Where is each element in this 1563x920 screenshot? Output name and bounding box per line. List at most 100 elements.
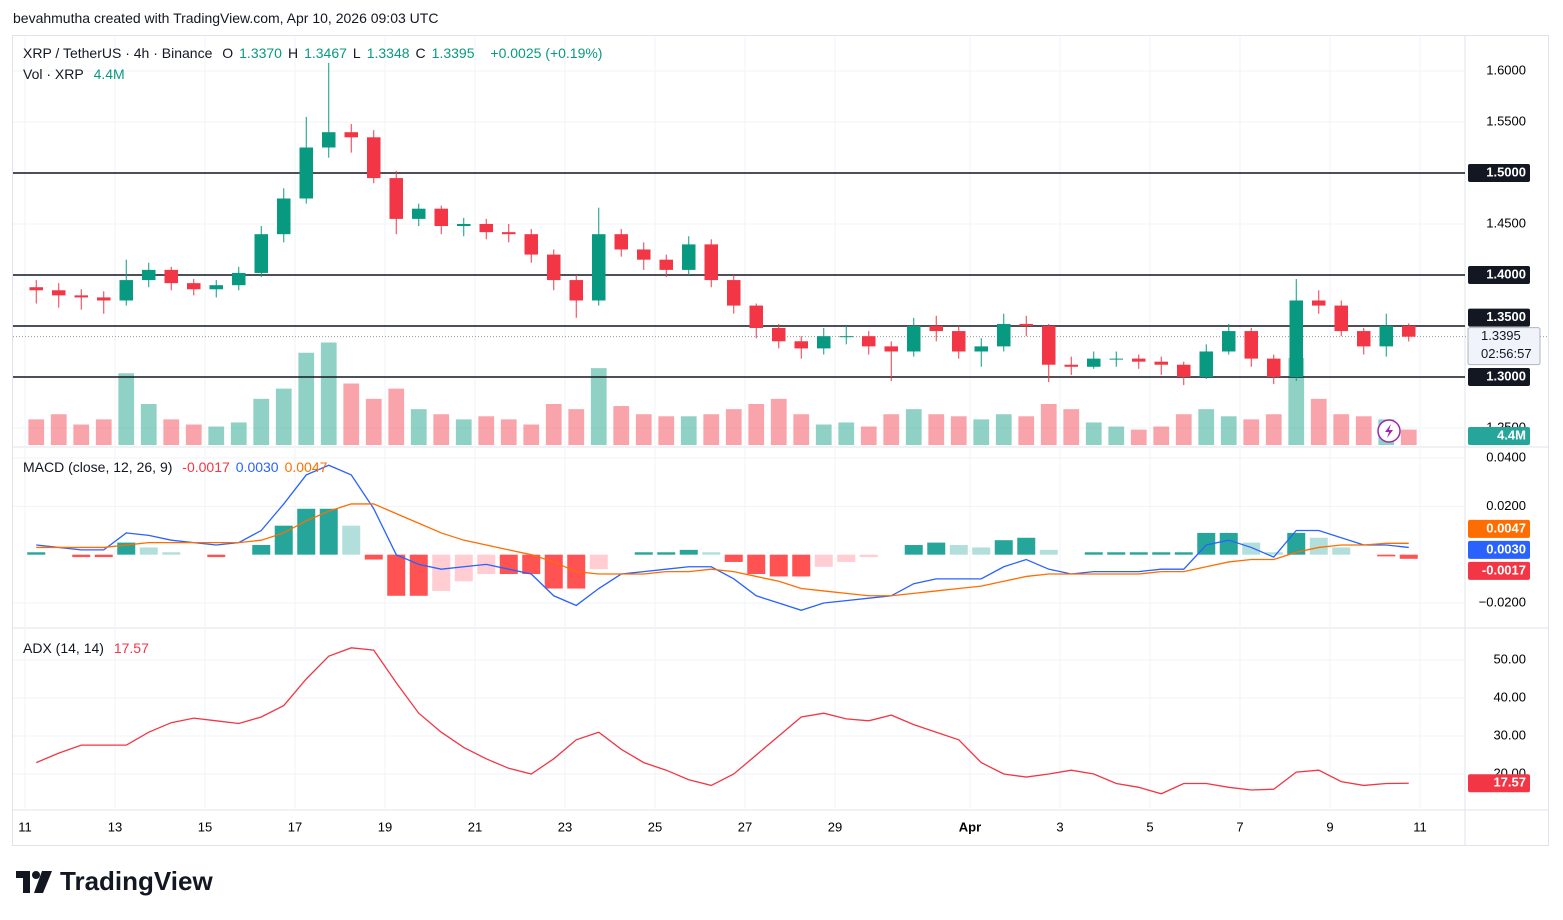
macd-histogram-bar [432, 554, 451, 591]
adx-tag: 17.57 [1493, 775, 1526, 790]
y-tick-label: 40.00 [1493, 689, 1526, 704]
ohlc-value: 1.3467 [304, 45, 347, 61]
candle-body [502, 232, 516, 235]
macd-tag: 0.0030 [1486, 541, 1526, 556]
macd-legend-value: 0.0030 [235, 459, 279, 475]
macd-line [36, 464, 1409, 611]
volume-bar [1355, 416, 1372, 445]
macd-histogram-bar [387, 554, 406, 596]
macd-legend: MACD (close, 12, 26, 9) -0.0017 0.0030 0.0… [23, 459, 333, 475]
candle-body [1109, 358, 1123, 360]
candle-body [592, 234, 606, 301]
candle-body [547, 254, 561, 281]
candle-body [1154, 361, 1168, 365]
level-tag: 1.4000 [1486, 266, 1526, 281]
volume-bar [1265, 414, 1282, 445]
candle-body [119, 280, 133, 301]
candle-body [344, 132, 358, 138]
countdown: 02:56:57 [1481, 346, 1532, 361]
candle-body [929, 325, 943, 332]
candle-body [637, 249, 651, 260]
volume-bar [635, 414, 652, 445]
candle-body [862, 336, 876, 347]
volume-bar [208, 426, 225, 445]
volume-bar [95, 419, 112, 445]
volume-bar [1288, 357, 1305, 445]
volume-bar [28, 419, 45, 445]
ohlc-name: C [415, 45, 426, 61]
x-tick-label: 29 [828, 819, 842, 834]
x-tick-label: 11 [1413, 819, 1427, 834]
volume-bar [1175, 414, 1192, 445]
candle-body [682, 244, 696, 270]
candle-body [974, 346, 988, 352]
candle-body [1087, 358, 1101, 367]
candle-body [727, 280, 741, 306]
logo[interactable]: TradingView [16, 866, 213, 897]
candle-body [817, 336, 831, 349]
candle-body [412, 208, 426, 219]
macd-histogram-bar [1129, 552, 1148, 555]
macd-histogram-bar [297, 508, 316, 555]
macd-histogram-bar [769, 554, 788, 577]
volume-bar [1063, 409, 1080, 445]
x-tick-label: 9 [1326, 819, 1333, 834]
macd-histogram-bar [1377, 554, 1396, 557]
macd-histogram-bar [927, 542, 946, 555]
volume-bar [905, 409, 922, 445]
volume-bar [320, 342, 337, 445]
y-tick-label: 30.00 [1493, 727, 1526, 742]
candle-body [1244, 331, 1258, 359]
level-tag-bg [1468, 308, 1530, 327]
volume-bar [253, 398, 270, 445]
x-tick-label: Apr [959, 819, 981, 834]
macd-histogram-bar [162, 552, 181, 555]
price-legend: XRP / TetherUS · 4h · Binance O 1.3370 H 1.… [23, 45, 608, 61]
level-tag: 1.3500 [1486, 309, 1526, 324]
volume-bar [1243, 419, 1260, 445]
macd-histogram-bar [1242, 542, 1261, 555]
x-tick-label: 7 [1236, 819, 1243, 834]
volume-bar [1400, 429, 1417, 445]
volume-bar [815, 424, 832, 445]
x-tick-label: 13 [108, 819, 122, 834]
macd-histogram-bar [364, 554, 383, 560]
volume-bar [568, 409, 585, 445]
volume-bar [770, 398, 787, 445]
candle-body [434, 208, 448, 227]
candle-body [254, 234, 268, 273]
volume-bar [410, 409, 427, 445]
macd-tag: -0.0017 [1482, 562, 1526, 577]
header: bevahmutha created with TradingView.com,… [13, 10, 439, 26]
macd-histogram-bar [904, 545, 923, 555]
volume-bar [298, 352, 315, 445]
candle-body [1064, 364, 1078, 367]
volume-bar [658, 416, 675, 445]
alert-icon[interactable] [1377, 419, 1401, 443]
macd-histogram-bar [679, 549, 698, 555]
macd-histogram-bar [1332, 547, 1351, 555]
volume-bar [163, 419, 180, 445]
volume-legend: Vol · XRP 4.4M [23, 66, 131, 82]
candle-body [1199, 351, 1213, 377]
level-tag-bg [1468, 367, 1530, 386]
volume-bar [725, 409, 742, 445]
macd-histogram-bar [972, 547, 991, 555]
volume-bar [140, 404, 157, 445]
candle-body [704, 244, 718, 281]
candle-body [479, 223, 493, 233]
candle-body [1357, 331, 1371, 347]
x-tick-label: 25 [648, 819, 662, 834]
volume-bar [1153, 426, 1170, 445]
volume-bar [860, 426, 877, 445]
candle-body [1312, 300, 1326, 306]
macd-legend-value: 0.0047 [284, 459, 328, 475]
adx-line [35, 647, 1409, 795]
macd-tag: 0.0047 [1486, 520, 1526, 535]
level-tag-bg [1468, 265, 1530, 284]
last-price-tag: 1.3395 [1481, 328, 1521, 343]
volume-bar [365, 398, 382, 445]
macd-histogram-bar [499, 554, 518, 575]
volume-bar [118, 373, 135, 445]
